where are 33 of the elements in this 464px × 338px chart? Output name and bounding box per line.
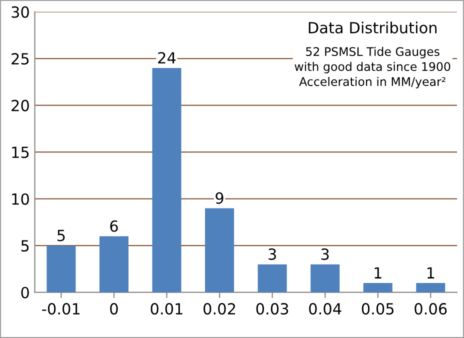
data-label: 9 bbox=[216, 192, 224, 204]
bar bbox=[152, 68, 182, 292]
y-tick-label: 10 bbox=[12, 193, 29, 205]
y-tick-label: 30 bbox=[12, 6, 29, 18]
data-label: 6 bbox=[110, 220, 118, 232]
x-tick-label: 0.02 bbox=[204, 303, 236, 315]
bar bbox=[310, 264, 340, 292]
text: Data Distribution bbox=[308, 22, 437, 34]
bar bbox=[205, 208, 234, 292]
text: 52 PSMSL Tide Gauges with good data since 1900 Acceleration in MM/year² bbox=[294, 46, 450, 88]
data-label: 3 bbox=[321, 248, 329, 260]
y-tick-label: 15 bbox=[12, 146, 29, 158]
x-tick-label: 0.05 bbox=[362, 303, 394, 315]
x-tick-label: 0.03 bbox=[256, 303, 288, 315]
bar bbox=[363, 283, 392, 292]
bar bbox=[416, 283, 446, 292]
y-tick-label: 5 bbox=[21, 240, 29, 252]
y-tick-label: 20 bbox=[12, 100, 29, 112]
data-label: 1 bbox=[374, 267, 382, 278]
data-label: 1 bbox=[427, 267, 434, 278]
bar bbox=[46, 246, 76, 292]
x-tick-label: -0.01 bbox=[42, 303, 80, 315]
data-label: 3 bbox=[268, 248, 276, 260]
x-tick-label: 0.04 bbox=[309, 303, 342, 315]
bar bbox=[258, 264, 287, 292]
y-tick-label: 25 bbox=[12, 53, 29, 65]
data-label: 24 bbox=[158, 52, 176, 64]
x-tick-label: 0.06 bbox=[414, 303, 447, 315]
x-tick-label: 0 bbox=[110, 303, 118, 315]
data-label: 5 bbox=[58, 230, 65, 242]
y-tick-label: 0 bbox=[21, 286, 29, 298]
bar bbox=[99, 236, 128, 292]
x-tick-label: 0.01 bbox=[150, 303, 182, 315]
